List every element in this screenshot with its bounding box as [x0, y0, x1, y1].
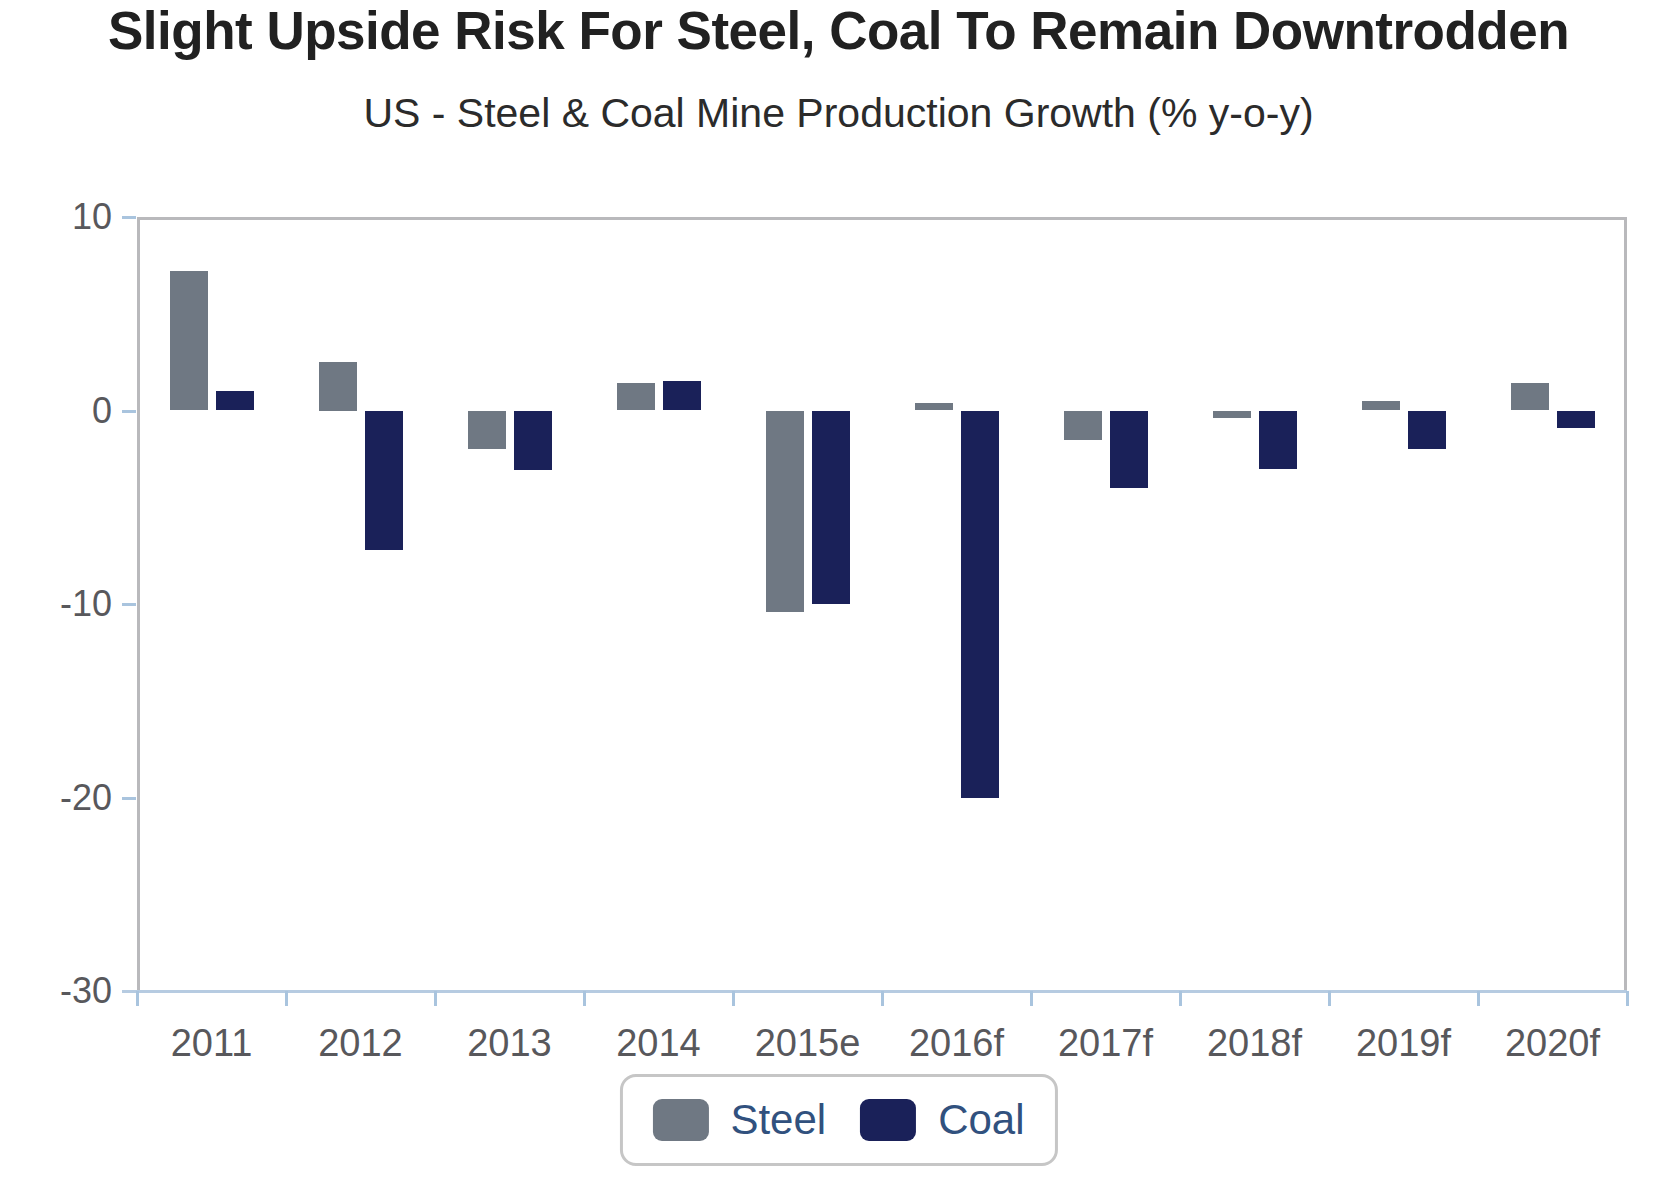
legend: Steel Coal — [619, 1074, 1057, 1166]
bar-coal-2012 — [365, 411, 403, 550]
bar-steel-2018f — [1213, 411, 1251, 419]
x-tick — [583, 991, 586, 1006]
x-tick — [881, 991, 884, 1006]
x-tick-label: 2020f — [1463, 1024, 1643, 1062]
plot-frame — [137, 217, 1627, 991]
steel-swatch-icon — [652, 1099, 708, 1141]
legend-label-steel: Steel — [730, 1099, 826, 1141]
bar-coal-2019f — [1408, 411, 1446, 450]
legend-item-coal: Coal — [860, 1099, 1024, 1141]
y-tick — [122, 216, 136, 219]
chart-subtitle: US - Steel & Coal Mine Production Growth… — [0, 90, 1677, 137]
chart-figure: Slight Upside Risk For Steel, Coal To Re… — [0, 0, 1677, 1178]
x-tick — [1477, 991, 1480, 1006]
bar-coal-2018f — [1259, 411, 1297, 469]
y-tick-label: -20 — [7, 780, 112, 816]
x-tick — [732, 991, 735, 1006]
bar-coal-2014 — [663, 381, 701, 410]
x-tick — [1626, 991, 1629, 1006]
bar-steel-2013 — [468, 411, 506, 450]
x-tick — [285, 991, 288, 1006]
x-tick — [1179, 991, 1182, 1006]
chart-title: Slight Upside Risk For Steel, Coal To Re… — [0, 0, 1677, 61]
bar-steel-2017f — [1064, 411, 1102, 440]
bar-steel-2014 — [617, 383, 655, 410]
bar-steel-2012 — [319, 362, 357, 410]
legend-item-steel: Steel — [652, 1099, 826, 1141]
bar-coal-2013 — [514, 411, 552, 471]
y-tick-label: 10 — [7, 199, 112, 235]
y-tick — [122, 797, 136, 800]
bar-steel-2015e — [766, 411, 804, 612]
y-tick-label: -10 — [7, 586, 112, 622]
coal-swatch-icon — [860, 1099, 916, 1141]
bar-steel-2019f — [1362, 401, 1400, 411]
x-tick — [1328, 991, 1331, 1006]
bar-coal-2011 — [216, 391, 254, 410]
bar-steel-2016f — [915, 403, 953, 411]
legend-label-coal: Coal — [938, 1099, 1024, 1141]
x-tick — [136, 991, 139, 1006]
x-tick — [1030, 991, 1033, 1006]
bar-coal-2017f — [1110, 411, 1148, 488]
x-tick — [434, 991, 437, 1006]
y-tick — [122, 603, 136, 606]
bar-steel-2011 — [170, 271, 208, 410]
y-tick — [122, 410, 136, 413]
y-tick-label: -30 — [7, 973, 112, 1009]
bar-coal-2015e — [812, 411, 850, 605]
x-axis-line — [122, 990, 1627, 993]
bar-coal-2020f — [1557, 411, 1595, 428]
y-tick-label: 0 — [7, 393, 112, 429]
bar-coal-2016f — [961, 411, 999, 798]
bar-steel-2020f — [1511, 383, 1549, 410]
